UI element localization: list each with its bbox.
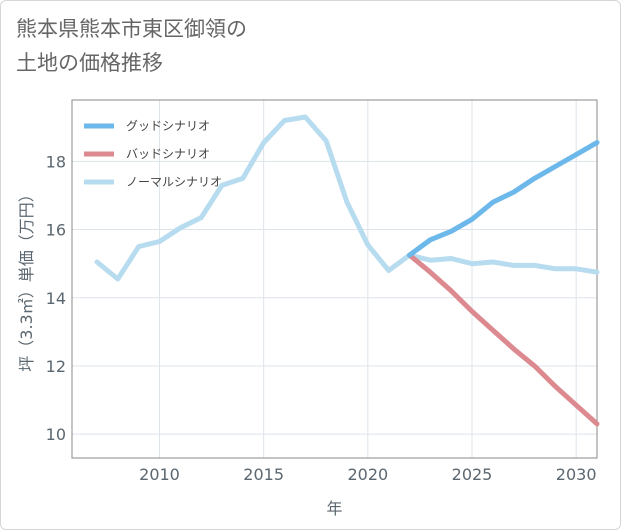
page-title: 熊本県熊本市東区御領の 土地の価格推移 [16, 12, 436, 80]
series-line-0 [407, 140, 600, 258]
legend-label: ノーマルシナリオ [126, 175, 222, 189]
x-tick-label: 2020 [347, 465, 388, 484]
y-tick-label: 14 [46, 289, 66, 308]
x-axis-title: 年 [326, 499, 342, 518]
series-layer [94, 114, 600, 427]
y-tick-label: 12 [46, 357, 66, 376]
y-tick-label: 18 [46, 152, 66, 171]
title-line-1: 熊本県熊本市東区御領の [16, 17, 247, 41]
plot-area [71, 99, 598, 459]
legend-label: グッドシナリオ [126, 119, 210, 133]
y-tick-label: 16 [46, 221, 66, 240]
grid-lines [72, 100, 597, 458]
x-tick-label: 2015 [243, 465, 284, 484]
y-axis-title: 坪（3.3㎡）単価（万円） [17, 186, 36, 371]
series-line-2 [94, 114, 600, 282]
x-tick-label: 2025 [452, 465, 493, 484]
y-tick-label: 10 [46, 425, 66, 444]
series-line-1 [407, 252, 600, 427]
title-line-2: 土地の価格推移 [16, 51, 163, 75]
legend-label: バッドシナリオ [126, 147, 210, 161]
x-tick-label: 2030 [556, 465, 597, 484]
x-tick-label: 2010 [139, 465, 180, 484]
axis-ticks: 2010 2015 2020 2025 2030 10 12 14 16 18 [46, 152, 597, 484]
